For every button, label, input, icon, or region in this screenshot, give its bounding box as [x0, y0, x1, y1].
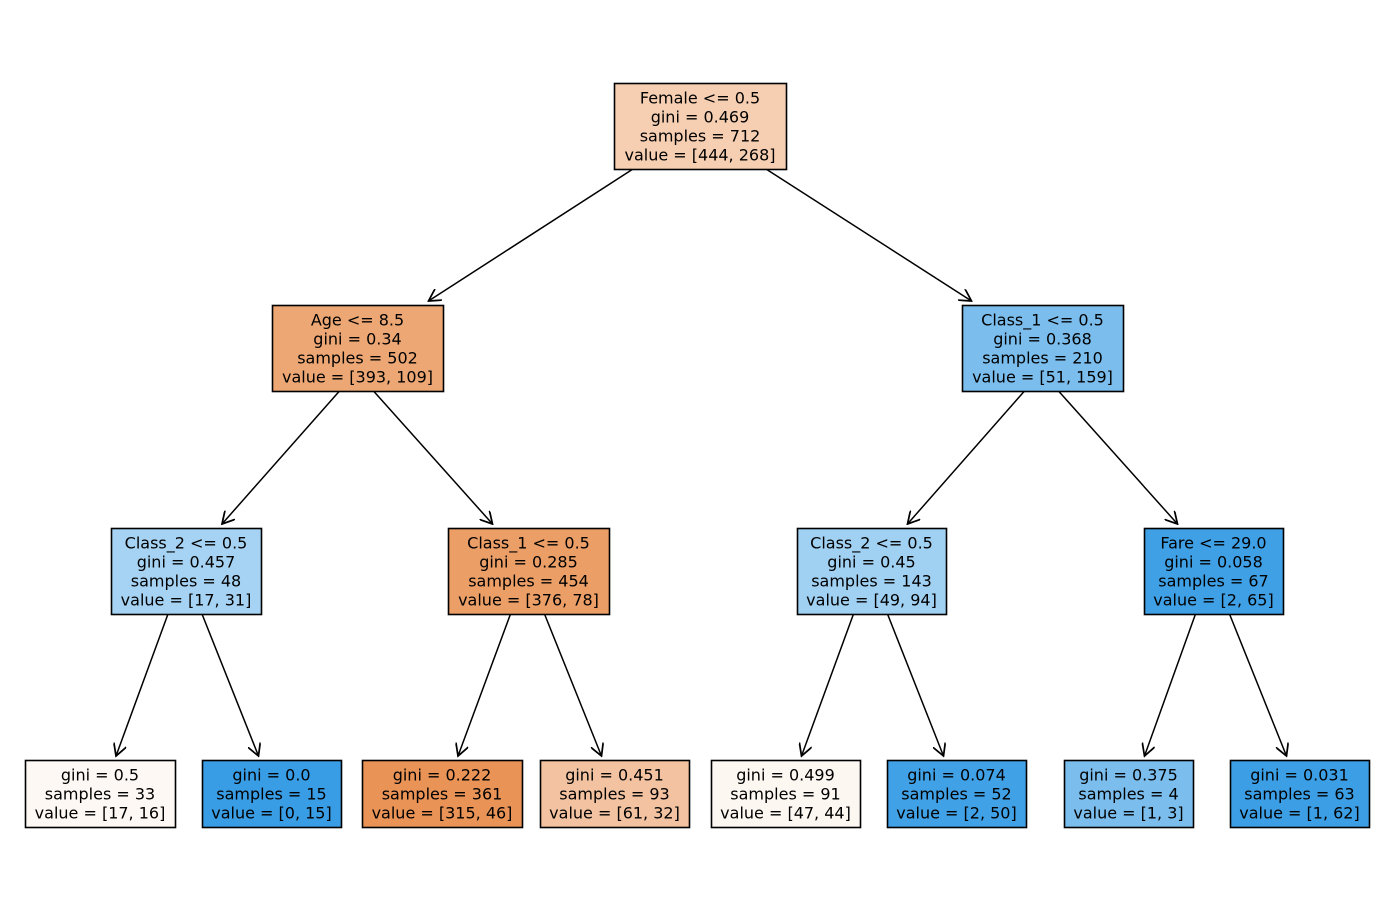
node-text-line: samples = 33 [45, 785, 155, 804]
node-box [1063, 759, 1195, 829]
node-text-line: value = [1, 62] [1239, 804, 1359, 823]
edge-arrow-n1-n4 [372, 390, 493, 524]
node-text-line: gini = 0.451 [565, 766, 664, 785]
node-text-line: value = [376, 78] [458, 591, 599, 610]
node-text-line: value = [315, 46] [372, 804, 513, 823]
node-text-line: samples = 210 [982, 349, 1103, 368]
node-text-line: value = [2, 50] [896, 804, 1016, 823]
node-text-line: gini = 0.031 [1250, 766, 1349, 785]
node-text-line: samples = 93 [559, 785, 669, 804]
node-text-line: samples = 15 [216, 785, 326, 804]
node-text-line: value = [17, 31] [121, 591, 252, 610]
node-box [1229, 759, 1371, 829]
node-text-line: gini = 0.5 [61, 766, 139, 785]
edge-arrow-n5-l6 [886, 613, 944, 756]
edge-arrow-n4-l4 [543, 613, 602, 756]
node-box [613, 82, 788, 171]
node-text-line: gini = 0.457 [137, 553, 236, 572]
node-text-line: gini = 0.222 [393, 766, 492, 785]
node-text-line: Class_1 <= 0.5 [467, 534, 590, 554]
node-box [1143, 527, 1285, 616]
node-text-line: samples = 63 [1244, 785, 1354, 804]
node-text-line: Female <= 0.5 [640, 89, 760, 108]
node-text-line: gini = 0.285 [479, 553, 578, 572]
node-text-line: value = [1, 3] [1073, 804, 1183, 823]
node-box [796, 527, 948, 616]
node-box [271, 304, 445, 393]
node-text-line: Class_2 <= 0.5 [810, 534, 933, 554]
node-text-line: samples = 361 [382, 785, 503, 804]
node-box [961, 304, 1125, 393]
edge-arrow-n3-l2 [201, 613, 259, 756]
node-text-line: gini = 0.058 [1164, 553, 1263, 572]
node-text-line: value = [51, 159] [972, 368, 1113, 387]
node-text-line: Class_1 <= 0.5 [981, 311, 1104, 331]
node-box [361, 759, 524, 829]
edge-arrow-n5-l5 [802, 613, 855, 756]
edge-arrow-n6-l7 [1145, 613, 1197, 756]
node-text-line: samples = 143 [811, 572, 932, 591]
node-text-line: gini = 0.469 [651, 108, 750, 127]
node-text-line: gini = 0.499 [736, 766, 835, 785]
node-text-line: value = [17, 16] [35, 804, 166, 823]
node-text-line: value = [444, 268] [624, 146, 775, 165]
node-box [24, 759, 177, 829]
edge-arrow-n6-l8 [1228, 613, 1287, 756]
node-text-line: gini = 0.0 [232, 766, 310, 785]
edge-arrow-n2-n6 [1057, 390, 1178, 524]
node-box [886, 759, 1028, 829]
edge-arrow-n4-l3 [458, 613, 512, 756]
node-box [710, 759, 862, 829]
node-text-line: samples = 4 [1078, 785, 1178, 804]
node-text-line: value = [2, 65] [1153, 591, 1273, 610]
node-text-line: Class_2 <= 0.5 [125, 534, 248, 554]
node-text-line: samples = 52 [901, 785, 1011, 804]
node-text-line: gini = 0.375 [1079, 766, 1178, 785]
edge-arrow-n2-n5 [908, 390, 1026, 524]
node-box [110, 527, 263, 616]
edge-arrow-n3-l1 [116, 613, 169, 756]
node-text-line: value = [61, 32] [549, 804, 680, 823]
node-text-line: gini = 0.368 [993, 330, 1092, 349]
node-text-line: samples = 48 [131, 572, 241, 591]
node-text-line: value = [0, 15] [211, 804, 331, 823]
node-text-line: Age <= 8.5 [311, 311, 404, 330]
node-box [539, 759, 691, 829]
node-text-line: value = [49, 94] [806, 591, 937, 610]
node-box [447, 527, 611, 616]
node-text-line: gini = 0.074 [907, 766, 1006, 785]
node-text-line: gini = 0.34 [313, 330, 401, 349]
node-text-line: samples = 454 [468, 572, 589, 591]
node-text-line: samples = 502 [297, 349, 418, 368]
node-text-line: samples = 712 [640, 127, 761, 146]
node-text-line: samples = 67 [1158, 572, 1268, 591]
node-text-line: value = [47, 44] [720, 804, 851, 823]
node-text-line: samples = 91 [730, 785, 840, 804]
edge-arrow-n1-n3 [222, 390, 341, 524]
node-box [201, 759, 343, 829]
edge-arrow-root-n1 [429, 168, 634, 301]
node-text-line: value = [393, 109] [282, 368, 433, 387]
node-text-line: gini = 0.45 [827, 553, 915, 572]
node-text-line: Fare <= 29.0 [1160, 534, 1266, 553]
edge-arrow-root-n2 [765, 168, 972, 301]
